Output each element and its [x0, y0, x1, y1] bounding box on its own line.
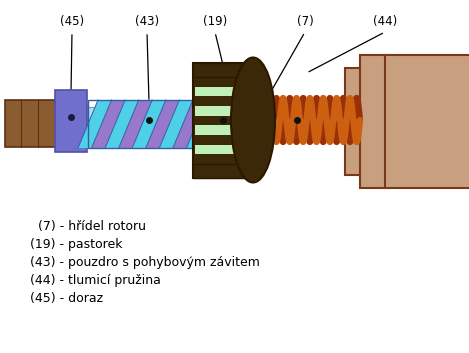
Text: (19) - pastorek: (19) - pastorek	[30, 238, 122, 251]
Text: (45): (45)	[60, 15, 84, 28]
Bar	[55, 90, 87, 152]
Text: (43): (43)	[135, 15, 159, 28]
Polygon shape	[132, 100, 166, 148]
Bar	[193, 63, 253, 178]
Bar	[5, 100, 57, 147]
Bar	[195, 106, 251, 116]
Ellipse shape	[231, 58, 275, 183]
Text: (44) - tlumicí pružina: (44) - tlumicí pružina	[30, 274, 161, 287]
Polygon shape	[173, 100, 206, 148]
Polygon shape	[159, 100, 193, 148]
Bar	[195, 125, 251, 135]
Bar	[193, 164, 253, 178]
Bar	[360, 55, 390, 188]
Bar	[345, 68, 365, 175]
Bar	[195, 87, 251, 96]
Text: (19): (19)	[203, 15, 227, 28]
Text: (43) - pouzdro s pohybovým závitem: (43) - pouzdro s pohybovým závitem	[30, 256, 260, 269]
Bar	[385, 55, 469, 188]
Polygon shape	[187, 100, 220, 148]
Text: (45) - doraz: (45) - doraz	[30, 292, 103, 305]
Text: (7): (7)	[296, 15, 313, 28]
Polygon shape	[78, 100, 112, 148]
Bar	[193, 63, 253, 77]
Polygon shape	[105, 100, 139, 148]
Polygon shape	[119, 100, 152, 148]
Text: (7) - hřídel rotoru: (7) - hřídel rotoru	[30, 220, 146, 233]
Bar	[88, 100, 210, 148]
Bar	[5, 107, 375, 140]
Polygon shape	[146, 100, 179, 148]
Bar	[195, 145, 251, 154]
Text: (44): (44)	[373, 15, 397, 28]
Polygon shape	[91, 100, 125, 148]
